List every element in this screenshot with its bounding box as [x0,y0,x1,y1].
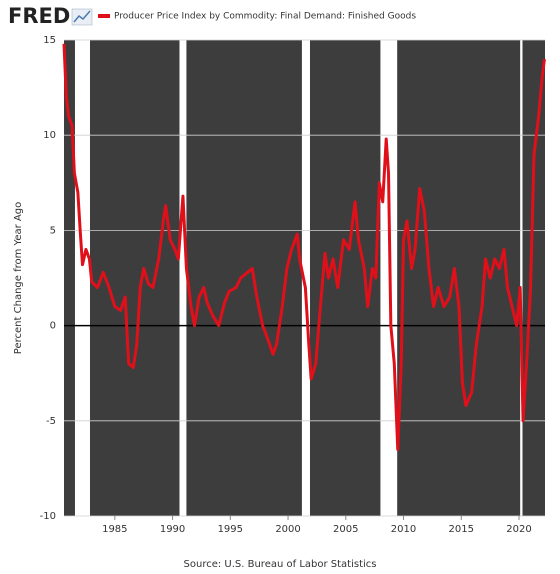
x-tick-label: 2010 [391,524,416,535]
y-tick-label: -5 [46,416,56,427]
x-tick-label: 2000 [275,524,300,535]
y-tick-label: 0 [50,321,56,332]
recession-band [179,40,187,516]
logo-icon [71,8,93,26]
x-tick-label: 2015 [449,524,474,535]
recession-band [74,40,90,516]
x-tick-label: 1990 [160,524,185,535]
recession-band [520,40,523,516]
x-tick-label: 1985 [102,524,127,535]
series-line [62,43,546,451]
x-tick-label: 1995 [218,524,243,535]
legend-swatch [98,14,110,18]
y-axis-label: Percent Change from Year Ago [13,202,24,354]
x-tick-label: 2020 [506,524,531,535]
y-tick-label: 10 [43,130,56,141]
legend-label: Producer Price Index by Commodity: Final… [114,12,416,22]
logo: FRED [8,4,70,28]
source: Source: U.S. Bureau of Labor Statistics [184,559,377,570]
y-tick-label: 5 [50,225,56,236]
recession-band [301,40,310,516]
y-tick-label: 15 [43,35,56,46]
y-tick-label: -10 [40,511,56,522]
x-tick-label: 2005 [333,524,358,535]
